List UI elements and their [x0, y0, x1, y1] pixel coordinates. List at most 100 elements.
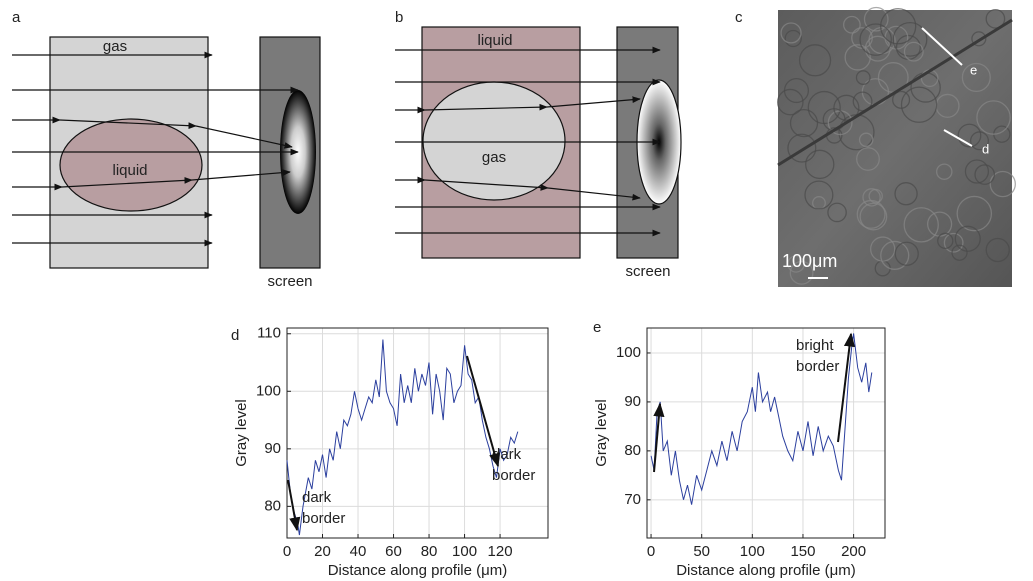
x-axis-label: Distance along profile (μm): [328, 562, 508, 579]
cell: [951, 244, 968, 261]
y-tick-label: 80: [264, 497, 281, 514]
cell: [780, 22, 802, 44]
annotation-arrow: [466, 355, 500, 468]
plot-frame: [646, 327, 886, 539]
cell: [957, 123, 982, 148]
y-tick-label: 90: [624, 393, 641, 410]
cell: [798, 44, 832, 77]
annotation: border: [796, 358, 839, 375]
x-tick-label: 50: [693, 543, 710, 560]
screen-label: screen: [625, 263, 670, 280]
y-tick-label: 80: [624, 442, 641, 459]
cell: [776, 88, 804, 116]
scale-bar-label: 100μm: [782, 251, 837, 271]
profile-line: [921, 27, 963, 66]
data-line: [650, 333, 873, 505]
panel-label: e: [593, 319, 601, 336]
x-tick-label: 100: [740, 543, 765, 560]
cell: [900, 86, 938, 123]
cell: [989, 170, 1016, 198]
cell: [833, 94, 860, 121]
y-tick-label: 100: [256, 382, 281, 399]
cell: [903, 207, 939, 243]
annotation-arrow: [287, 479, 301, 532]
cell: [805, 149, 835, 180]
cell: [870, 236, 896, 262]
annotation: border: [302, 510, 345, 527]
panel-label: b: [395, 9, 403, 26]
annotation-arrow: [837, 332, 856, 443]
y-axis-label: Gray level: [233, 399, 250, 467]
ray: [424, 103, 548, 111]
cell: [856, 199, 886, 229]
medium-label: gas: [482, 149, 506, 166]
cell: [937, 232, 954, 250]
cell: [903, 41, 924, 62]
ray: [195, 125, 293, 149]
cell: [954, 225, 981, 252]
cell: [956, 195, 993, 232]
cell: [936, 163, 953, 180]
screen-label: screen: [267, 273, 312, 290]
x-tick-label: 40: [350, 543, 367, 560]
cell: [855, 70, 871, 85]
cell: [783, 77, 810, 104]
x-tick-label: 0: [283, 543, 291, 560]
cell: [789, 260, 814, 285]
micrograph: [778, 10, 1012, 287]
panel-label: c: [735, 9, 743, 26]
plot-frame: [286, 327, 549, 539]
cell: [843, 15, 861, 34]
ray: [547, 187, 641, 201]
panel-label: d: [231, 327, 239, 344]
ray: [59, 119, 197, 130]
cell: [974, 164, 996, 185]
fiber: [777, 18, 1013, 167]
ray: [546, 96, 641, 108]
cell: [789, 108, 819, 138]
y-tick-label: 100: [616, 344, 641, 361]
liquid-drop: [59, 118, 203, 212]
annotation: bright: [796, 337, 834, 354]
x-tick-label: 60: [385, 543, 402, 560]
cell: [863, 6, 889, 32]
cell: [943, 232, 964, 253]
panel-a: [12, 36, 321, 269]
annotation: dark: [302, 489, 332, 506]
x-tick-label: 200: [841, 543, 866, 560]
x-axis-label: Distance along profile (μm): [676, 562, 856, 579]
profile-label: e: [970, 62, 977, 77]
cell: [856, 147, 880, 171]
cell: [880, 8, 917, 45]
cell: [859, 23, 892, 56]
cell: [892, 21, 928, 57]
y-tick-label: 70: [624, 491, 641, 508]
cell: [859, 202, 888, 231]
cell: [971, 31, 987, 47]
x-tick-label: 0: [647, 543, 655, 560]
cell: [880, 240, 910, 270]
x-tick-label: 120: [488, 543, 513, 560]
medium-label: liquid: [112, 162, 147, 179]
ray: [61, 177, 193, 188]
plot-area: [287, 328, 548, 538]
profile-line: [943, 129, 973, 147]
x-tick-label: 100: [452, 543, 477, 560]
cell: [985, 237, 1010, 263]
profile-label: d: [982, 141, 989, 156]
cell: [961, 62, 991, 93]
cell: [862, 188, 881, 207]
cell: [964, 159, 990, 184]
texture: [776, 6, 1016, 285]
annotation-arrow: [653, 402, 665, 473]
cell: [864, 35, 891, 62]
cell: [976, 100, 1011, 135]
cell: [858, 132, 874, 148]
cell: [787, 255, 805, 273]
plot-area: [647, 328, 885, 538]
cell: [844, 44, 871, 71]
cell: [784, 29, 802, 48]
annotation: border: [492, 467, 535, 484]
cell: [852, 91, 873, 112]
